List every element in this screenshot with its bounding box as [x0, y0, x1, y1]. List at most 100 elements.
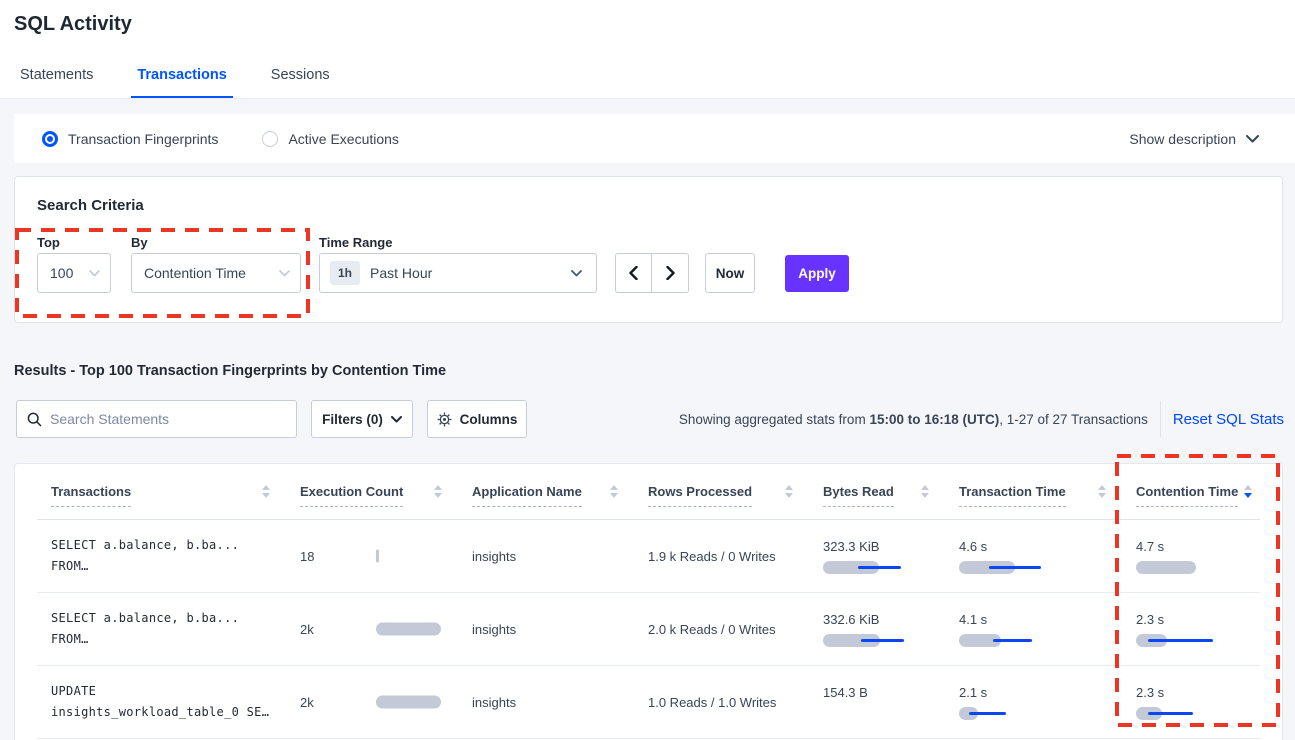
gear-icon [437, 412, 452, 426]
tab-statements[interactable]: Statements [20, 67, 94, 83]
radio-active-executions[interactable]: Active Executions [262, 130, 399, 147]
table-row: SELECT a.balance, b.ba... FROM… 18 insig… [37, 520, 1260, 593]
radio-unselected-icon [262, 130, 279, 147]
bytes-read-cell: 323.3 KiB [823, 539, 959, 574]
application-name-cell: insights [472, 621, 517, 637]
transaction-time-cell: 2.1 s [959, 685, 1136, 720]
table-row: UPDATE insights_workload_table_0 SE… 2k … [37, 666, 1260, 739]
transaction-time-cell: 4.6 s [959, 539, 1136, 574]
filters-button[interactable]: Filters (0) [311, 400, 413, 438]
by-select[interactable]: Contention Time [131, 253, 301, 293]
search-criteria-card: Search Criteria Top 100 By Contention Ti… [14, 176, 1283, 323]
transaction-time-bar [959, 633, 1136, 647]
table-header-row: Transactions Execution Count Application… [37, 464, 1260, 520]
by-field-label: By [131, 235, 148, 250]
transaction-time-cell: 4.1 s [959, 612, 1136, 647]
page-title: SQL Activity [14, 13, 132, 35]
column-header-contention-time[interactable]: Contention Time [1136, 484, 1260, 507]
sort-icon-active-desc[interactable] [1244, 485, 1252, 498]
contention-time-bar [1136, 706, 1260, 720]
sort-icon[interactable] [434, 485, 442, 498]
execution-count-cell: 18 [300, 520, 472, 592]
tab-transactions[interactable]: Transactions [131, 67, 233, 98]
contention-time-cell: 2.3 s [1136, 612, 1260, 647]
execution-count-cell: 2k [300, 666, 472, 738]
application-name-cell: insights [472, 548, 517, 564]
search-icon [27, 412, 42, 426]
time-range-select[interactable]: 1h Past Hour [319, 253, 597, 293]
tab-bar: Statements Transactions Sessions [14, 67, 336, 98]
top-select-value: 100 [50, 265, 74, 281]
tab-sessions[interactable]: Sessions [270, 67, 330, 83]
bytes-read-cell: 332.6 KiB [823, 612, 959, 647]
application-name-cell: insights [472, 694, 517, 710]
column-header-bytes-read[interactable]: Bytes Read [823, 484, 959, 507]
rows-processed-cell: 1.0 Reads / 1.0 Writes [648, 694, 777, 710]
top-field-label: Top [37, 235, 60, 250]
radio-transaction-fingerprints[interactable]: Transaction Fingerprints [42, 130, 219, 147]
transactions-table: Transactions Execution Count Application… [14, 463, 1283, 740]
by-select-value: Contention Time [144, 265, 246, 281]
aggregated-stats-text: Showing aggregated stats from 15:00 to 1… [678, 411, 1148, 427]
radio-label: Transaction Fingerprints [68, 130, 219, 147]
now-button[interactable]: Now [705, 253, 755, 293]
search-statements-box [16, 400, 297, 438]
show-description-toggle[interactable]: Show description [1129, 114, 1259, 163]
transaction-fingerprint-link[interactable]: SELECT a.balance, b.ba... FROM… [51, 611, 240, 646]
column-header-rows-processed[interactable]: Rows Processed [648, 484, 823, 507]
chevron-down-icon [279, 269, 290, 276]
contention-time-bar [1136, 560, 1260, 574]
sort-icon[interactable] [1098, 485, 1106, 498]
columns-button[interactable]: Columns [427, 400, 527, 438]
sort-icon[interactable] [610, 485, 618, 498]
time-nav-group [615, 253, 689, 293]
bytes-read-bar [823, 560, 959, 574]
top-select[interactable]: 100 [37, 253, 111, 293]
execution-count-bar [376, 695, 441, 709]
reset-sql-stats-link[interactable]: Reset SQL Stats [1172, 410, 1284, 428]
bytes-read-cell: 154.3 B [823, 685, 959, 720]
sort-icon[interactable] [262, 485, 270, 498]
radio-label: Active Executions [288, 130, 399, 147]
column-header-transaction-time[interactable]: Transaction Time [959, 484, 1136, 507]
chevron-left-icon [629, 266, 638, 280]
chevron-down-icon [1246, 134, 1259, 142]
search-statements-input[interactable] [50, 411, 286, 427]
chevron-right-icon [665, 266, 675, 280]
view-radio-group: Transaction Fingerprints Active Executio… [42, 130, 399, 147]
previous-time-button[interactable] [615, 253, 652, 293]
transaction-time-bar [959, 706, 1136, 720]
next-time-button[interactable] [652, 253, 689, 293]
execution-count-bar [376, 622, 441, 636]
search-criteria-title: Search Criteria [37, 197, 144, 214]
contention-time-cell: 4.7 s [1136, 539, 1260, 574]
column-header-application-name[interactable]: Application Name [472, 484, 648, 507]
time-range-label: Time Range [319, 235, 393, 250]
apply-button[interactable]: Apply [785, 255, 849, 292]
execution-count-bar [376, 549, 379, 563]
view-toggle-bar: Transaction Fingerprints Active Executio… [14, 114, 1295, 163]
show-description-label: Show description [1129, 130, 1236, 147]
transaction-fingerprint-link[interactable]: SELECT a.balance, b.ba... FROM… [51, 538, 240, 573]
columns-label: Columns [459, 411, 518, 427]
column-header-execution-count[interactable]: Execution Count [300, 484, 472, 507]
bytes-read-bar [823, 707, 959, 720]
transaction-fingerprint-link[interactable]: UPDATE insights_workload_table_0 SE… [51, 684, 270, 719]
bytes-read-bar [823, 633, 959, 647]
column-header-transactions[interactable]: Transactions [51, 484, 300, 507]
transaction-time-bar [959, 560, 1136, 574]
radio-selected-icon [42, 130, 58, 147]
contention-time-bar [1136, 633, 1260, 647]
filters-label: Filters (0) [322, 411, 383, 427]
stats-line: Showing aggregated stats from 15:00 to 1… [679, 400, 1284, 438]
divider [1159, 401, 1161, 437]
chevron-down-icon [571, 269, 582, 276]
rows-processed-cell: 1.9 k Reads / 0 Writes [648, 548, 776, 564]
sort-icon[interactable] [785, 485, 793, 498]
execution-count-cell: 2k [300, 593, 472, 665]
chevron-down-icon [89, 269, 100, 276]
time-range-value: Past Hour [370, 265, 433, 281]
results-title: Results - Top 100 Transaction Fingerprin… [14, 363, 447, 379]
sort-icon[interactable] [921, 485, 929, 498]
